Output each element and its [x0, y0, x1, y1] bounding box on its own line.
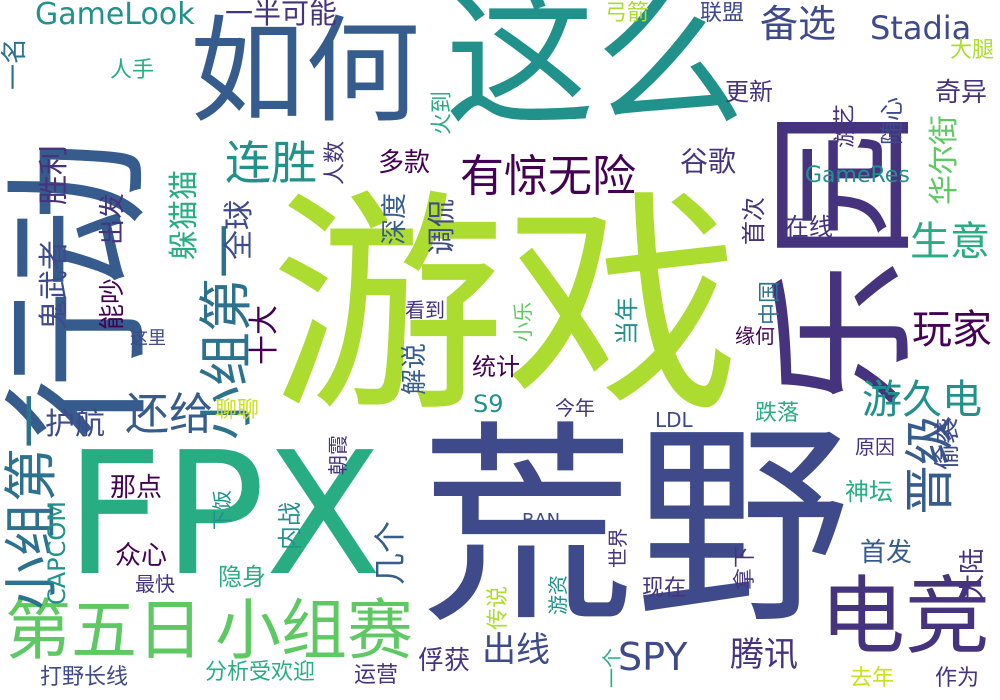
word-xiafan: 下饭	[210, 490, 234, 530]
word-neizhan: 内战	[276, 502, 304, 550]
word-ruhe: 如何	[190, 5, 421, 139]
word-tongji: 统计	[472, 353, 520, 381]
word-youyi: 游艺	[833, 103, 858, 148]
word-s9: S9	[473, 390, 504, 418]
word-xiaozusai: 小组赛	[215, 592, 413, 669]
word-yibankeneng: 一半可能	[225, 0, 338, 30]
word-jieshuo: 解说	[400, 342, 430, 395]
word-shoufa: 首发	[860, 538, 913, 568]
word-shendu: 深度	[380, 192, 410, 245]
word-diwuri: 第五日	[5, 592, 203, 669]
word-nengchao: 能吵	[98, 277, 128, 330]
word-fenxishouhuanying: 分析受欢迎	[205, 660, 316, 685]
word-capcom: CAPCOM	[43, 500, 71, 605]
word-ldl: LDL	[655, 408, 693, 432]
word-shida: 十大	[247, 305, 282, 365]
word-quanqiu: 全球	[222, 200, 257, 260]
word-shouci: 首次	[740, 197, 768, 245]
word-shijie: 世界	[606, 528, 630, 568]
word-touxi: 偷袭	[933, 417, 963, 470]
word-dieluo: 跌落	[755, 401, 800, 426]
word-huangye: 荒野	[420, 402, 850, 653]
word-yuanhe: 缘何	[735, 324, 775, 348]
word-ban: BAN	[522, 510, 561, 531]
word-zhaoxia: 朝霞	[326, 435, 350, 475]
word-naxia: 拿下	[733, 545, 758, 590]
word-dalu: 大陆	[958, 547, 988, 600]
word-datui: 大腿	[950, 38, 995, 63]
word-chuxian: 出线	[482, 630, 550, 670]
word-kandao: 看到	[405, 298, 445, 322]
word-shengyi: 生意	[910, 219, 990, 265]
word-zhongguo: 中国	[758, 280, 783, 325]
word-youxi: 游戏	[270, 171, 740, 444]
word-lianmeng: 联盟	[700, 1, 745, 26]
word-stadia: Stadia	[870, 9, 972, 47]
word-dangnian: 当年	[613, 297, 641, 345]
word-shentan: 神坛	[845, 478, 893, 506]
word-dianjing: 电竞	[820, 568, 991, 667]
word-huangei: 还给	[125, 389, 213, 440]
word-wanjia: 玩家	[912, 307, 992, 353]
word-youjiudian: 游久电	[862, 377, 982, 423]
word-huaerjie: 华尔街	[927, 115, 962, 205]
word-duokuan: 多款	[378, 148, 431, 178]
word-zhongxin: 众心	[115, 541, 168, 571]
word-guge: 谷歌	[680, 145, 737, 178]
word-spy: SPY	[618, 635, 688, 679]
word-liaoliao: 聊聊	[215, 398, 260, 423]
word-youjingwuxian: 有惊无险	[460, 151, 636, 202]
word-xiaole: 小乐	[511, 302, 535, 342]
word-shengli: 胜利	[37, 145, 72, 205]
word-beixuan: 备选	[760, 2, 837, 46]
word-qunian: 去年	[850, 666, 895, 691]
word-jinnian: 今年	[555, 396, 595, 420]
word-gameres: GameRes	[805, 163, 910, 188]
word-dayechangxian: 打野长线	[40, 665, 129, 690]
word-yige: 一个	[600, 648, 624, 688]
word-jige: 几个	[371, 520, 409, 585]
word-suixin: 随心	[878, 97, 906, 145]
word-yinshen: 隐身	[218, 563, 266, 591]
word-liansheng: 连胜	[225, 136, 317, 190]
word-xianzai: 现在	[642, 576, 687, 601]
word-qiyi: 奇异	[935, 78, 988, 108]
word-fpx: FPX	[65, 416, 382, 614]
word-zheli: 这里	[130, 328, 166, 349]
word-yiming: 一名	[0, 37, 30, 90]
word-fuhuo: 俘获	[418, 646, 471, 676]
word-yunying: 运营	[354, 663, 399, 688]
word-youzi: 游资	[546, 575, 570, 615]
word-chufa: 出发	[98, 192, 128, 245]
word-zheme: 这么	[445, 0, 746, 147]
word-zaixian: 在线	[785, 213, 833, 241]
word-zuowei: 作为	[935, 666, 980, 691]
word-duomaomao: 躲猫猫	[167, 170, 202, 260]
word-guiwuzhe: 鬼武者	[37, 240, 72, 330]
word-nadian: 那点	[110, 473, 163, 503]
word-zuikuai: 最快	[135, 572, 175, 596]
word-gamelook: GameLook	[35, 0, 195, 32]
word-chuanshuo: 传说	[486, 585, 511, 630]
word-tiaokan: 调侃	[425, 198, 458, 255]
word-renshou: 人手	[110, 58, 155, 83]
word-huhang: 护航	[45, 407, 105, 442]
word-yuanyin: 原因	[855, 435, 895, 459]
word-renshu: 人数	[323, 140, 348, 185]
word-tengxun: 腾讯	[730, 635, 798, 675]
word-huodao: 火到	[430, 90, 455, 135]
word-leyuan: 乐园	[758, 109, 932, 410]
word-gongjian: 弓箭	[605, 1, 650, 26]
word-gengxin: 更新	[725, 78, 773, 106]
